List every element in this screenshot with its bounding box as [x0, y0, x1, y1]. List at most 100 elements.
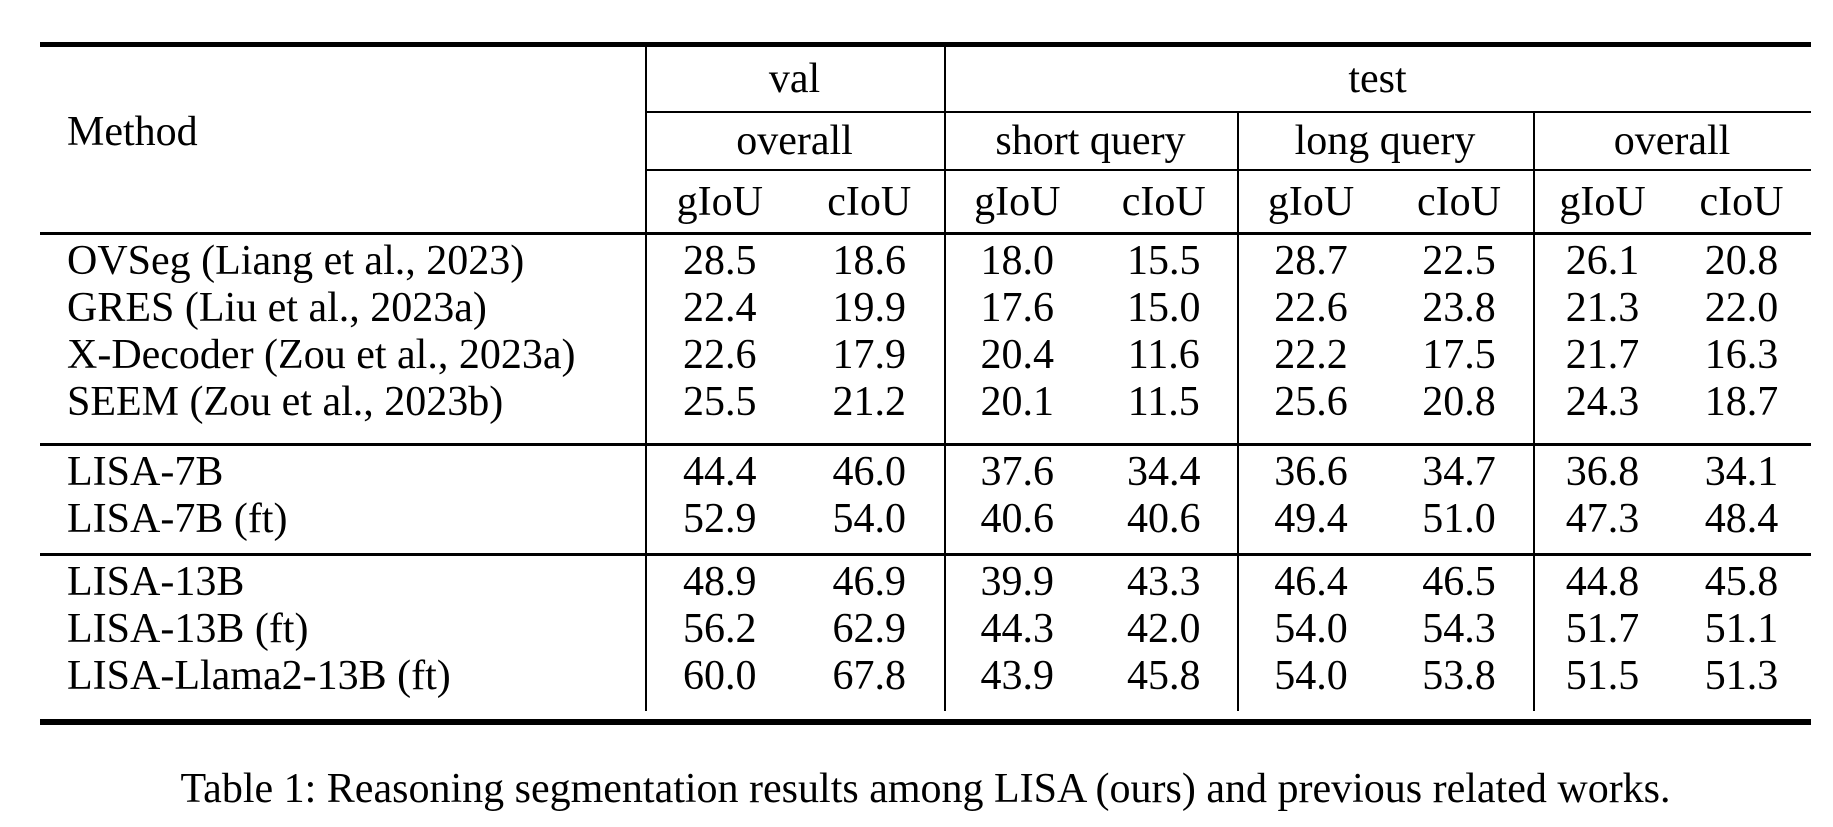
- value-cell: 11.5: [1127, 379, 1200, 425]
- table-row: SEEM (Zou et al., 2023b) 25.5 21.2 20.1 …: [40, 379, 1811, 426]
- value-cell: 20.8: [1422, 379, 1496, 425]
- rule-section-1: [40, 443, 1811, 446]
- table-section-lisa-7b: LISA-7B 44.4 46.0 37.6 34.4 36.6 34.7 36…: [40, 449, 1811, 543]
- value-cell: 42.0: [1127, 606, 1201, 652]
- metric-col-header: cIoU: [1699, 178, 1784, 225]
- value-cell: 45.8: [1704, 559, 1779, 605]
- value-cell: 43.9: [980, 653, 1055, 699]
- divider-short-long: [1237, 113, 1239, 711]
- metric-col-header: cIoU: [827, 178, 912, 225]
- col-group-val: val: [768, 56, 821, 102]
- value-cell: 43.3: [1127, 559, 1201, 605]
- value-cell: 18.7: [1704, 379, 1779, 425]
- value-cell: 17.5: [1422, 332, 1496, 378]
- value-cell: 45.8: [1127, 653, 1201, 699]
- value-cell: 20.4: [980, 332, 1055, 378]
- value-cell: 48.4: [1704, 496, 1779, 542]
- value-cell: 20.1: [980, 379, 1055, 425]
- value-cell: 23.8: [1422, 285, 1496, 331]
- value-cell: 28.7: [1274, 238, 1348, 284]
- value-cell: 15.5: [1127, 238, 1201, 284]
- table-section-lisa-13b: LISA-13B 48.9 46.9 39.9 43.3 46.4 46.5 4…: [40, 559, 1811, 700]
- table-row: LISA-13B 48.9 46.9 39.9 43.3 46.4 46.5 4…: [40, 559, 1811, 606]
- value-cell: 22.6: [1274, 285, 1348, 331]
- value-cell: 19.9: [832, 285, 907, 331]
- col-group-test: test: [1348, 56, 1407, 102]
- metric-col-header: gIoU: [1267, 178, 1355, 225]
- value-cell: 51.0: [1422, 496, 1496, 542]
- table-section-prior-works: OVSeg (Liang et al., 2023) 28.5 18.6 18.…: [40, 238, 1811, 426]
- value-cell: 51.1: [1704, 606, 1779, 652]
- value-cell: 22.2: [1274, 332, 1348, 378]
- value-cell: 53.8: [1422, 653, 1496, 699]
- value-cell: 47.3: [1565, 496, 1640, 542]
- value-cell: 34.7: [1422, 449, 1496, 495]
- value-cell: 34.4: [1127, 449, 1201, 495]
- method-column-header: Method: [67, 109, 198, 155]
- method-cell: LISA-Llama2-13B (ft): [67, 653, 451, 699]
- value-cell: 48.9: [683, 559, 757, 605]
- value-cell: 46.5: [1422, 559, 1496, 605]
- value-cell: 21.7: [1565, 332, 1640, 378]
- value-cell: 62.9: [832, 606, 907, 652]
- value-cell: 54.0: [1274, 653, 1348, 699]
- table-caption: Table 1: Reasoning segmentation results …: [180, 766, 1671, 812]
- value-cell: 22.0: [1704, 285, 1779, 331]
- value-cell: 17.9: [832, 332, 907, 378]
- rule-bottom: [40, 719, 1811, 725]
- subgroup-overall-val: overall: [736, 118, 853, 164]
- metric-col-header: gIoU: [974, 178, 1061, 225]
- value-cell: 26.1: [1565, 238, 1640, 284]
- rule-header-bottom: [40, 232, 1811, 235]
- value-cell: 36.8: [1565, 449, 1640, 495]
- value-cell: 11.6: [1127, 332, 1200, 378]
- table-row: LISA-Llama2-13B (ft) 60.0 67.8 43.9 45.8…: [40, 653, 1811, 700]
- value-cell: 18.6: [832, 238, 907, 284]
- value-cell: 22.5: [1422, 238, 1496, 284]
- rule-under-groups: [645, 111, 1811, 113]
- value-cell: 51.3: [1704, 653, 1779, 699]
- table-row: LISA-7B (ft) 52.9 54.0 40.6 40.6 49.4 51…: [40, 496, 1811, 543]
- method-cell: LISA-13B (ft): [67, 606, 309, 652]
- rule-section-2: [40, 553, 1811, 556]
- divider-long-overall: [1533, 113, 1535, 711]
- value-cell: 51.7: [1565, 606, 1640, 652]
- value-cell: 40.6: [1127, 496, 1201, 542]
- value-cell: 44.4: [683, 449, 757, 495]
- metric-col-header: gIoU: [676, 178, 763, 225]
- value-cell: 36.6: [1274, 449, 1348, 495]
- method-cell: GRES (Liu et al., 2023a): [67, 285, 487, 331]
- method-cell: SEEM (Zou et al., 2023b): [67, 379, 504, 425]
- table-row: LISA-7B 44.4 46.0 37.6 34.4 36.6 34.7 36…: [40, 449, 1811, 496]
- value-cell: 34.1: [1704, 449, 1779, 495]
- value-cell: 15.0: [1127, 285, 1201, 331]
- value-cell: 22.4: [683, 285, 757, 331]
- value-cell: 17.6: [980, 285, 1055, 331]
- value-cell: 49.4: [1274, 496, 1348, 542]
- rule-top: [40, 42, 1811, 47]
- method-cell: OVSeg (Liang et al., 2023): [67, 238, 525, 284]
- value-cell: 37.6: [980, 449, 1055, 495]
- subgroup-long-query: long query: [1294, 118, 1476, 164]
- value-cell: 18.0: [980, 238, 1055, 284]
- value-cell: 54.3: [1422, 606, 1496, 652]
- value-cell: 51.5: [1565, 653, 1640, 699]
- metric-col-header: cIoU: [1121, 178, 1206, 225]
- value-cell: 16.3: [1704, 332, 1779, 378]
- value-cell: 28.5: [683, 238, 757, 284]
- method-cell: LISA-13B: [67, 559, 245, 605]
- value-cell: 54.0: [832, 496, 907, 542]
- table-row: GRES (Liu et al., 2023a) 22.4 19.9 17.6 …: [40, 285, 1811, 332]
- value-cell: 60.0: [683, 653, 757, 699]
- value-cell: 54.0: [1274, 606, 1348, 652]
- value-cell: 56.2: [683, 606, 757, 652]
- table-row: LISA-13B (ft) 56.2 62.9 44.3 42.0 54.0 5…: [40, 606, 1811, 653]
- value-cell: 67.8: [832, 653, 907, 699]
- value-cell: 21.3: [1565, 285, 1640, 331]
- table-row: OVSeg (Liang et al., 2023) 28.5 18.6 18.…: [40, 238, 1811, 285]
- value-cell: 25.5: [683, 379, 757, 425]
- rule-under-subgroups: [645, 169, 1811, 171]
- value-cell: 44.8: [1565, 559, 1640, 605]
- method-cell: X-Decoder (Zou et al., 2023a): [67, 332, 576, 378]
